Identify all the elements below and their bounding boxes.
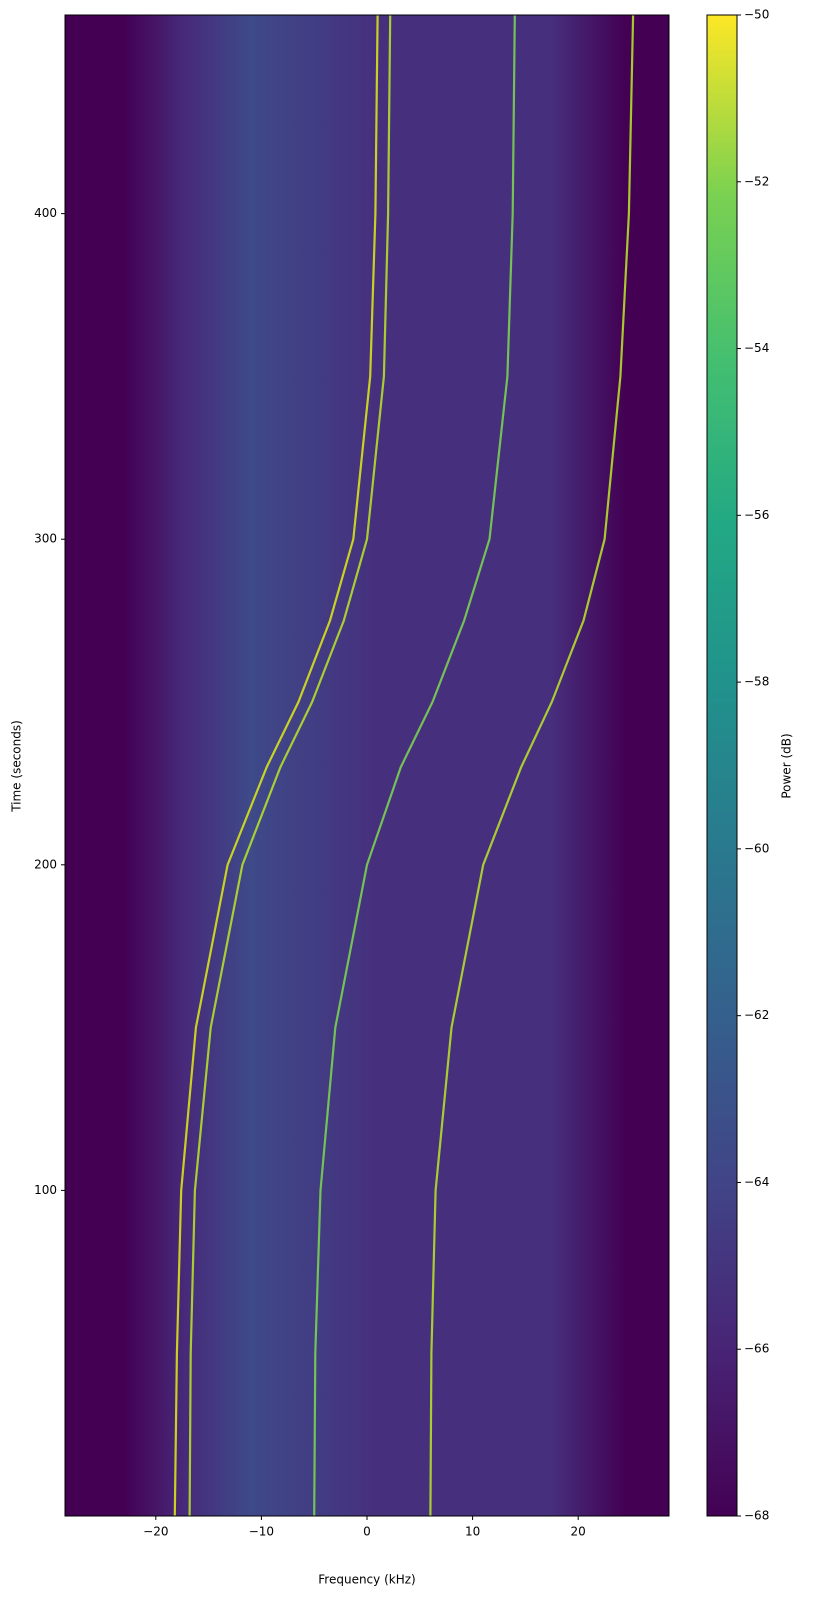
signal-trace [188,14,392,1517]
signal-trace [313,14,516,1517]
x-axis-label: Frequency (kHz) [318,1573,415,1587]
colorbar-tick-label: −58 [744,675,769,689]
noise-band [125,15,625,1516]
colorbar-tick-label: −62 [744,1008,769,1022]
x-tick-label: 0 [363,1525,371,1539]
x-tick-label: 10 [465,1525,480,1539]
colorbar-tick-label: −56 [744,508,769,522]
colorbar-tick-label: −66 [744,1342,769,1356]
x-tick-label: −20 [143,1525,168,1539]
colorbar-tick-label: −54 [744,341,769,355]
y-tick-label: 100 [34,1183,57,1197]
colorbar-tick-label: −50 [744,8,769,22]
signal-trace [429,14,635,1517]
y-tick-label: 300 [34,532,57,546]
colorbar-tick-label: −64 [744,1175,769,1189]
colorbar-tick-label: −52 [744,174,769,188]
colorbar-label: Power (dB) [780,733,794,798]
signal-trace [173,14,379,1517]
x-tick-label: 20 [571,1525,586,1539]
x-tick-label: −10 [249,1525,274,1539]
y-tick-label: 200 [34,857,57,871]
colorbar-tick-label: −60 [744,841,769,855]
colorbar-tick-label: −68 [744,1509,769,1523]
colorbar [706,14,738,1517]
y-tick-label: 400 [34,206,57,220]
y-axis-label: Time (seconds) [10,720,24,813]
